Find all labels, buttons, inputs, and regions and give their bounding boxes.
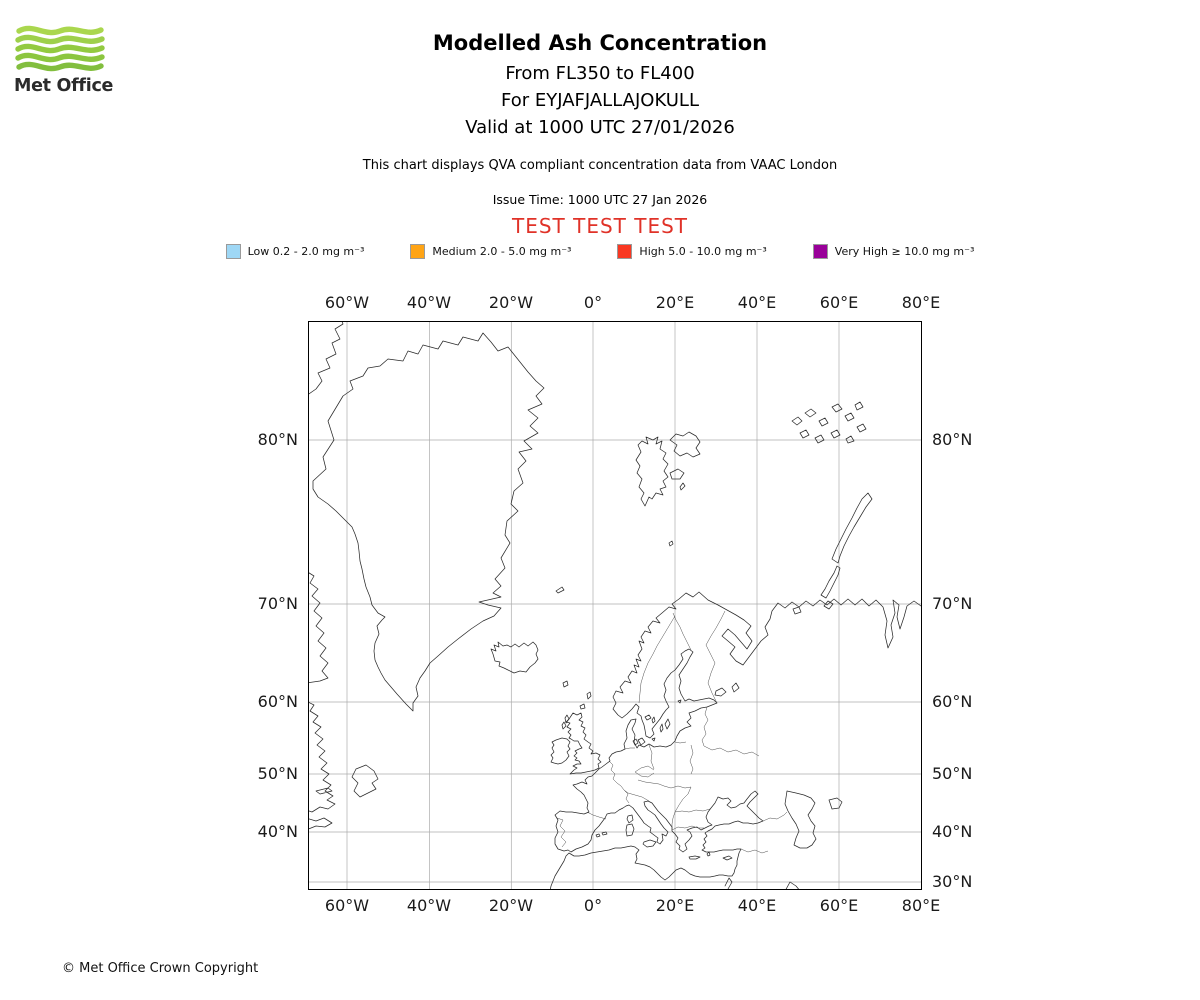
lon-label-top: 60°E (819, 293, 859, 312)
lon-label-top: 80°E (901, 293, 941, 312)
legend-label-low: Low 0.2 - 2.0 mg m⁻³ (247, 245, 365, 258)
lat-label-left: 60°N (257, 692, 298, 711)
legend-label-medium: Medium 2.0 - 5.0 mg m⁻³ (432, 245, 572, 258)
concentration-legend: Low 0.2 - 2.0 mg m⁻³ Medium 2.0 - 5.0 mg… (0, 244, 1200, 259)
qva-compliance-note: This chart displays QVA compliant concen… (362, 158, 838, 173)
coast-arctic-canada (308, 321, 379, 830)
coast-iceland (490, 586, 592, 730)
legend-item-low: Low 0.2 - 2.0 mg m⁻³ (225, 244, 365, 259)
lon-label-bottom: 60°E (819, 896, 859, 915)
map-gridlines (308, 321, 922, 890)
coast-islands-lakes (595, 682, 843, 890)
lon-label-bottom: 40°W (406, 896, 452, 915)
valid-time-line: Valid at 1000 UTC 27/01/2026 (465, 117, 735, 138)
lon-label-bottom: 20°W (488, 896, 534, 915)
lon-label-top: 20°W (488, 293, 534, 312)
lat-label-left: 70°N (257, 594, 298, 613)
issue-time-line: Issue Time: 1000 UTC 27 Jan 2026 (492, 192, 708, 207)
country-borders (556, 610, 788, 854)
lon-label-bottom: 20°E (655, 896, 695, 915)
legend-swatch-very-high (812, 244, 828, 259)
lon-label-bottom: 40°E (737, 896, 777, 915)
lon-label-bottom: 0° (583, 896, 603, 915)
lon-label-top: 0° (583, 293, 603, 312)
legend-swatch-high (617, 244, 633, 259)
map-frame (308, 321, 922, 890)
coast-continent (549, 591, 922, 890)
met-office-logo: Met Office (14, 24, 124, 96)
lat-label-left: 80°N (257, 430, 298, 449)
legend-swatch-low (225, 244, 241, 259)
lat-label-right: 70°N (932, 594, 973, 613)
map-panel (308, 321, 922, 890)
lat-label-left: 50°N (257, 764, 298, 783)
lat-label-right: 40°N (932, 822, 973, 841)
lon-label-top: 20°E (655, 293, 695, 312)
met-office-logo-text: Met Office (14, 76, 114, 96)
lat-label-right: 60°N (932, 692, 973, 711)
legend-item-very-high: Very High ≥ 10.0 mg m⁻³ (812, 244, 975, 259)
ash-concentration-map (308, 321, 922, 890)
lat-label-right: 50°N (932, 764, 973, 783)
legend-label-very-high: Very High ≥ 10.0 mg m⁻³ (834, 245, 975, 258)
legend-item-high: High 5.0 - 10.0 mg m⁻³ (617, 244, 767, 259)
met-office-waves-icon (15, 25, 105, 72)
flight-level-line: From FL350 to FL400 (505, 63, 695, 84)
legend-swatch-medium (410, 244, 426, 259)
coastlines (308, 321, 922, 890)
test-banner: TEST TEST TEST (511, 214, 688, 238)
volcano-line: For EYJAFJALLAJOKULL (501, 90, 699, 111)
coast-greenland (312, 332, 545, 712)
coast-svalbard-franz-josef (635, 401, 867, 547)
lat-label-right: 30°N (932, 872, 973, 891)
page-title: Modelled Ash Concentration (432, 31, 768, 55)
legend-item-medium: Medium 2.0 - 5.0 mg m⁻³ (410, 244, 571, 259)
lat-label-left: 40°N (257, 822, 298, 841)
lon-label-bottom: 60°W (324, 896, 370, 915)
crown-copyright: © Met Office Crown Copyright (62, 961, 259, 976)
lat-label-right: 80°N (932, 430, 973, 449)
coast-novaya-zemlya (792, 492, 873, 615)
coast-uk-ireland (550, 712, 602, 775)
lon-label-bottom: 80°E (901, 896, 941, 915)
lon-label-top: 40°W (406, 293, 452, 312)
lon-label-top: 40°E (737, 293, 777, 312)
lon-label-top: 60°W (324, 293, 370, 312)
legend-label-high: High 5.0 - 10.0 mg m⁻³ (639, 245, 767, 258)
